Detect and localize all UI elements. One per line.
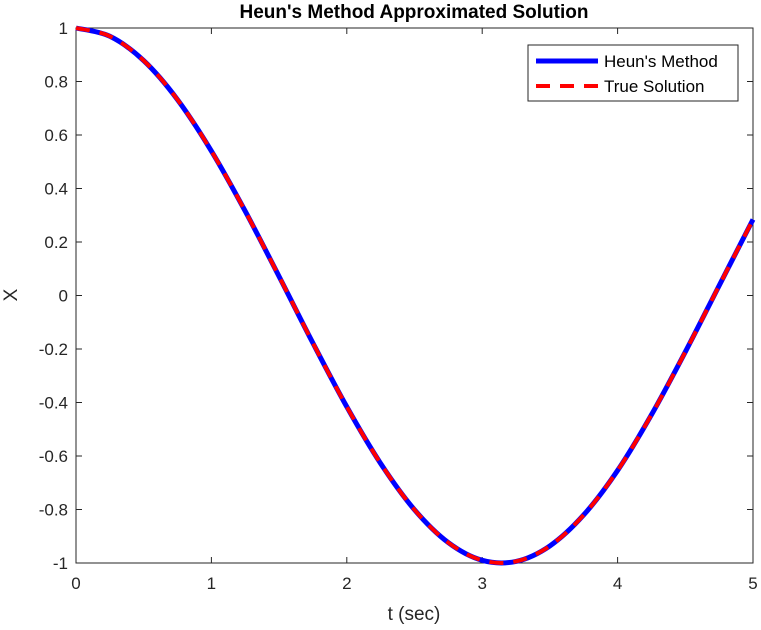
y-tick-label: 0: [59, 287, 68, 306]
legend-label: True Solution: [604, 77, 704, 96]
x-tick-label: 1: [207, 574, 216, 593]
y-tick-label: -0.2: [39, 340, 68, 359]
x-tick-label: 2: [342, 574, 351, 593]
y-tick-label: 0.6: [44, 126, 68, 145]
y-tick-label: 0.8: [44, 73, 68, 92]
y-tick-label: -0.8: [39, 501, 68, 520]
y-tick-label: 0.4: [44, 180, 68, 199]
y-tick-label: -0.6: [39, 447, 68, 466]
y-axis-label: X: [1, 288, 22, 301]
plot-area: [75, 27, 754, 564]
x-tick-label: 3: [477, 574, 486, 593]
y-axis: -1 -0.8 -0.6 -0.4 -0.2 0 0.2 0.4 0.6 0.8 1: [39, 19, 753, 573]
y-tick-label: -0.4: [39, 394, 68, 413]
x-tick-label: 0: [71, 574, 80, 593]
legend-label: Heun's Method: [604, 52, 718, 71]
x-tick-label: 5: [748, 574, 757, 593]
legend-box: [527, 44, 739, 102]
x-axis-label: t (sec): [388, 604, 441, 625]
legend: Heun's Method True Solution: [527, 44, 739, 102]
series-line-true-solution: [75, 26, 755, 565]
x-axis: 0 1 2 3 4 5: [71, 28, 758, 593]
chart-title: Heun's Method Approximated Solution: [240, 2, 589, 23]
y-tick-label: -1: [53, 554, 68, 573]
y-tick-label: 0.2: [44, 233, 68, 252]
y-tick-label: 1: [59, 19, 68, 38]
series-layer: [75, 25, 756, 566]
x-tick-label: 4: [613, 574, 622, 593]
